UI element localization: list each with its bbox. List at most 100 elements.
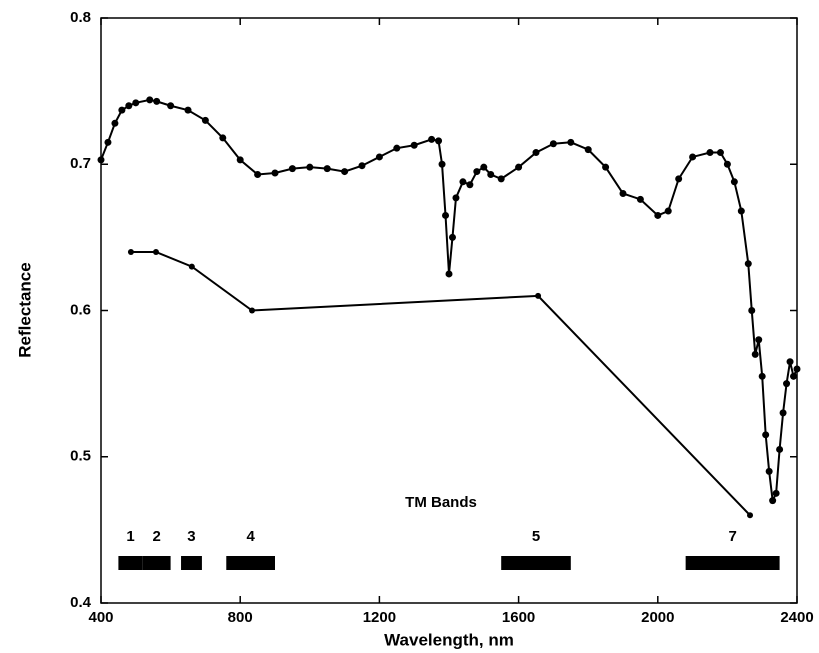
data-point [448, 233, 456, 241]
data-point [730, 178, 738, 186]
data-point [744, 260, 752, 268]
data-point [118, 106, 126, 114]
data-point [438, 160, 446, 168]
data-point [779, 409, 787, 417]
y-tick-label: 0.4 [70, 594, 92, 611]
data-point [125, 102, 133, 110]
data-point [428, 135, 436, 143]
data-point [755, 336, 763, 344]
data-point [410, 141, 418, 149]
data-point [602, 163, 610, 171]
x-tick-label: 800 [228, 609, 253, 626]
data-point [487, 170, 495, 178]
data-point [111, 119, 119, 127]
data-point [723, 160, 731, 168]
x-tick-label: 1200 [363, 609, 396, 626]
data-point [654, 211, 662, 219]
data-point [375, 153, 383, 161]
data-point [675, 175, 683, 183]
y-tick-label: 0.5 [70, 448, 91, 465]
plot-frame [100, 17, 798, 604]
data-point [442, 211, 450, 219]
data-point [762, 431, 770, 439]
data-point [758, 372, 766, 380]
data-point [776, 445, 784, 453]
data-point [567, 138, 575, 146]
data-point [167, 102, 175, 110]
data-point [793, 365, 801, 373]
y-tick-label: 0.7 [70, 155, 91, 172]
data-point [188, 263, 195, 270]
data-point [765, 467, 773, 475]
data-point [584, 146, 592, 154]
data-point [323, 165, 331, 173]
data-point [535, 292, 542, 299]
data-point [636, 195, 644, 203]
data-point [288, 165, 296, 173]
data-point [201, 116, 209, 124]
data-point [97, 156, 105, 164]
data-point [790, 372, 798, 380]
data-point [146, 96, 154, 104]
tm-band [226, 556, 275, 570]
data-point [706, 149, 714, 157]
data-point [769, 497, 777, 505]
data-point [480, 163, 488, 171]
tm-band-label: 5 [532, 528, 540, 545]
data-point [747, 512, 754, 519]
data-point [445, 270, 453, 278]
data-point [532, 149, 540, 157]
y-tick-label: 0.8 [70, 9, 91, 26]
data-point [306, 163, 314, 171]
data-point [751, 350, 759, 358]
data-point [473, 168, 481, 176]
tm-band [142, 556, 171, 570]
data-point [466, 181, 474, 189]
y-axis-title: Reflectance [15, 262, 34, 357]
data-point [358, 162, 366, 170]
data-point [497, 175, 505, 183]
data-point [249, 307, 256, 314]
tm-band-label: 2 [153, 528, 161, 545]
data-point [393, 144, 401, 152]
bands-title: TM Bands [405, 494, 477, 511]
x-tick-label: 1600 [502, 609, 535, 626]
data-point [219, 134, 227, 142]
data-point [153, 97, 161, 105]
data-point [271, 169, 279, 177]
data-point [236, 156, 244, 164]
data-point [748, 307, 756, 314]
x-tick-label: 400 [88, 609, 113, 626]
tm-band [181, 556, 202, 570]
tm-band-label: 4 [246, 528, 255, 545]
y-tick-label: 0.6 [70, 301, 91, 318]
series-line [130, 251, 751, 516]
tm-band [685, 556, 780, 570]
data-point [689, 153, 697, 161]
data-point [152, 249, 159, 255]
data-point [184, 106, 192, 114]
data-point [549, 140, 557, 148]
tm-band-label: 7 [728, 528, 736, 545]
data-point [254, 170, 262, 178]
x-tick-label: 2000 [641, 609, 674, 626]
data-point [132, 99, 140, 107]
data-point [435, 137, 443, 145]
data-point [127, 249, 134, 255]
data-point [515, 163, 523, 171]
data-point [459, 178, 467, 186]
data-point [783, 380, 791, 388]
data-point [341, 168, 349, 176]
x-tick-label: 2400 [780, 609, 813, 626]
data-point [786, 358, 794, 366]
tm-band [118, 556, 143, 570]
tm-band [501, 556, 571, 570]
tm-band-label: 3 [187, 528, 195, 545]
x-axis-title: Wavelength, nm [384, 630, 514, 649]
data-point [772, 489, 780, 497]
data-point [619, 190, 627, 197]
data-point [664, 207, 672, 215]
data-point [737, 207, 745, 215]
